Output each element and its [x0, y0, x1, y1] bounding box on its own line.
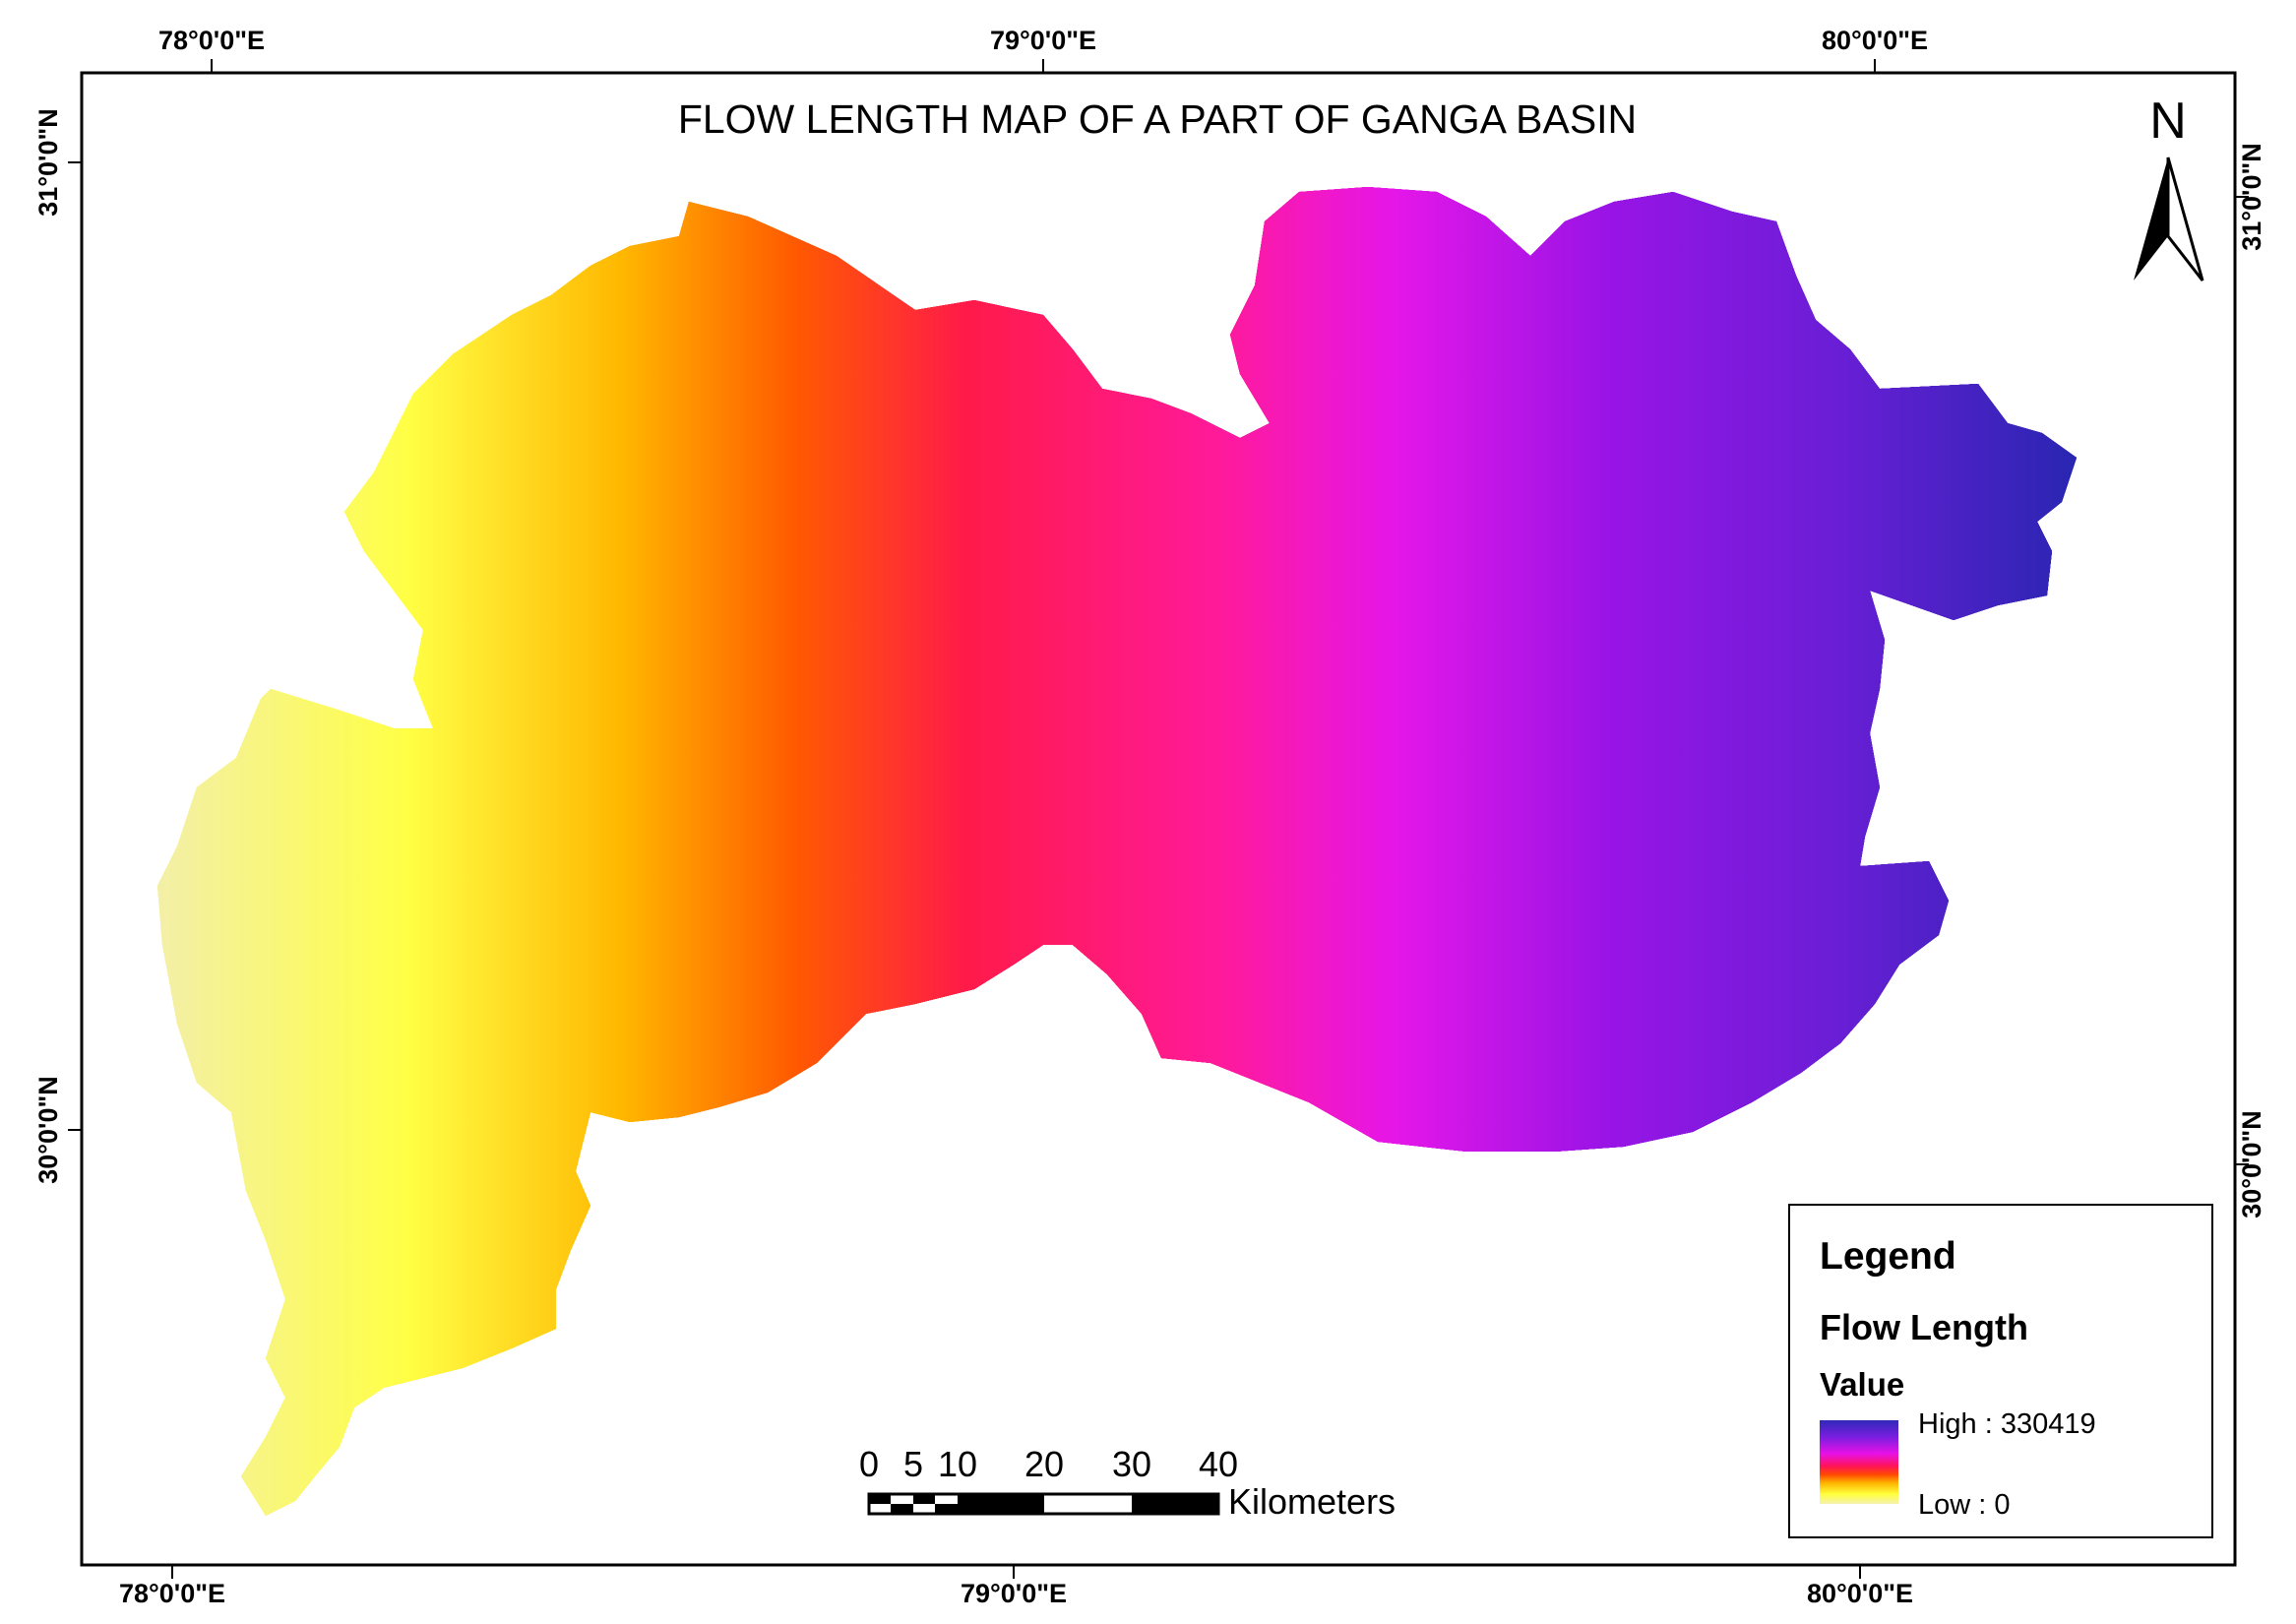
bottom-lon-label-80: 80°0'0"E [1807, 1579, 1913, 1608]
scale-bar: 0 5 10 20 30 40 Kilometers [859, 1444, 1396, 1522]
left-lat-label-31: 31°0'0"N [33, 108, 63, 217]
top-lon-label-79: 79°0'0"E [990, 26, 1096, 55]
map-title: FLOW LENGTH MAP OF A PART OF GANGA BASIN [678, 96, 1637, 142]
legend-color-ramp [1820, 1420, 1898, 1504]
legend-high-label: High : 330419 [1918, 1408, 2096, 1440]
legend-low-label: Low : 0 [1918, 1489, 2011, 1521]
scale-tick-30: 30 [1112, 1444, 1151, 1484]
legend-layer-name: Flow Length [1820, 1307, 2028, 1347]
map-frame [80, 71, 2237, 1567]
left-lat-label-30: 30°0'0"N [33, 1076, 63, 1184]
scale-tick-40: 40 [1199, 1444, 1238, 1484]
bottom-lon-label-78: 78°0'0"E [119, 1579, 225, 1608]
scale-unit: Kilometers [1228, 1481, 1396, 1522]
north-label: N [2149, 93, 2187, 150]
scale-tick-10: 10 [938, 1444, 977, 1484]
legend-title: Legend [1820, 1235, 1956, 1278]
north-arrow-icon: N [2134, 93, 2204, 281]
scale-tick-5: 5 [903, 1444, 923, 1484]
legend-value-label: Value [1820, 1366, 1905, 1403]
scale-tick-0: 0 [859, 1444, 879, 1484]
scale-tick-20: 20 [1024, 1444, 1064, 1484]
top-lon-label-78: 78°0'0"E [158, 26, 265, 55]
top-lon-label-80: 80°0'0"E [1822, 26, 1928, 55]
bottom-lon-label-79: 79°0'0"E [961, 1579, 1067, 1608]
legend: Legend Flow Length Value High : 330419 L… [1788, 1204, 2213, 1538]
basin-shading [157, 187, 2077, 1516]
